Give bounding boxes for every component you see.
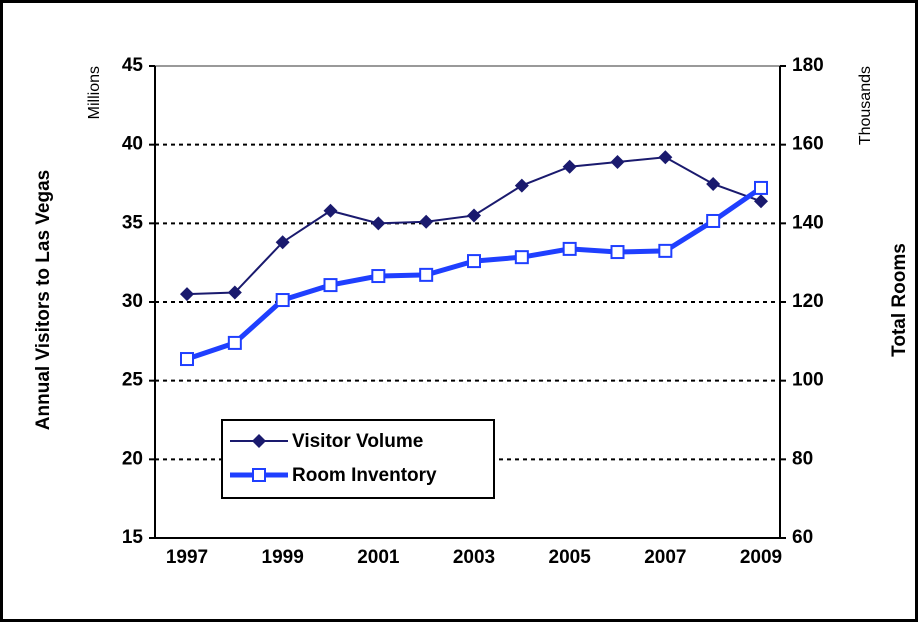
point xyxy=(754,180,768,195)
y-tick-label: 45 xyxy=(122,55,144,76)
y2-tick-label: 140 xyxy=(792,212,824,233)
series-line xyxy=(186,156,762,296)
y2-tick-label: 160 xyxy=(792,134,824,155)
x-tick-label: 2001 xyxy=(357,547,400,568)
point xyxy=(323,203,338,218)
point xyxy=(371,269,386,284)
point xyxy=(419,267,434,282)
point xyxy=(562,159,577,174)
y-tick-label: 30 xyxy=(122,291,143,312)
x-tick-label: 2009 xyxy=(740,547,782,568)
legend-box xyxy=(221,419,495,499)
legend-marker xyxy=(252,468,266,482)
y2-axis-title: Total Rooms xyxy=(889,243,910,357)
legend-label: Room Inventory xyxy=(292,465,437,486)
y2-tick-label: 100 xyxy=(792,370,824,391)
point xyxy=(180,352,194,367)
x-tick-label: 1997 xyxy=(166,547,208,568)
point xyxy=(275,293,290,308)
point xyxy=(706,177,721,191)
point xyxy=(610,245,625,260)
y-tick-label: 35 xyxy=(122,212,144,233)
point xyxy=(419,214,434,229)
y2-tick-label: 180 xyxy=(792,55,824,76)
x-tick-label: 2007 xyxy=(644,547,686,568)
point xyxy=(467,208,481,223)
point xyxy=(706,213,721,228)
x-tick-label: 2005 xyxy=(549,547,592,568)
point xyxy=(227,285,242,300)
point xyxy=(180,287,194,302)
y-tick-label: 40 xyxy=(122,134,143,155)
point xyxy=(323,278,338,293)
y2-tick-label: 120 xyxy=(792,291,824,312)
point xyxy=(227,335,242,350)
y2-unit: Thousands xyxy=(857,66,874,145)
legend-label: Visitor Volume xyxy=(292,431,423,452)
point xyxy=(275,235,290,250)
y2-tick-label: 80 xyxy=(792,448,813,469)
x-tick-label: 2003 xyxy=(453,547,495,568)
y-tick-label: 15 xyxy=(122,527,144,548)
point xyxy=(658,150,673,165)
point xyxy=(514,178,529,193)
point xyxy=(514,250,529,265)
point xyxy=(371,216,386,231)
point xyxy=(658,243,673,258)
y-tick-label: 20 xyxy=(122,448,143,469)
point xyxy=(610,154,625,169)
y-axis-title: Annual Visitors to Las Vegas xyxy=(33,170,54,430)
point xyxy=(754,194,768,209)
x-tick-label: 1999 xyxy=(262,547,304,568)
point xyxy=(562,241,577,256)
point xyxy=(467,254,481,269)
y-unit: Millions xyxy=(86,66,103,119)
y-tick-label: 25 xyxy=(122,370,144,391)
legend-marker xyxy=(252,434,266,448)
y2-tick-label: 60 xyxy=(792,527,813,548)
